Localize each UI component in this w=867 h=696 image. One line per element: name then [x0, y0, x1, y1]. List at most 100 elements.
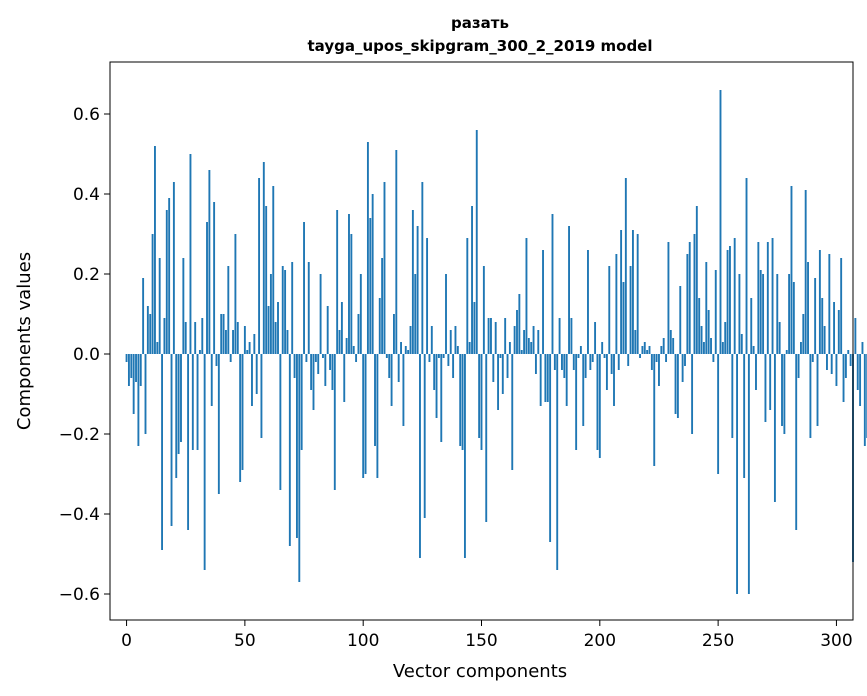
bar — [220, 314, 223, 354]
bar — [407, 350, 410, 354]
bar — [653, 354, 656, 466]
bar — [863, 354, 866, 446]
bar — [194, 322, 197, 354]
bar — [485, 354, 488, 522]
bar — [156, 342, 159, 354]
bar — [511, 354, 514, 470]
bar — [369, 218, 372, 354]
bar — [139, 354, 142, 386]
bar — [433, 354, 436, 390]
bar — [520, 350, 523, 354]
bar — [281, 266, 284, 354]
bar — [795, 354, 798, 530]
bar — [236, 322, 239, 354]
bar — [814, 278, 817, 354]
bar — [312, 354, 315, 410]
bar — [828, 254, 831, 354]
bar — [411, 210, 414, 354]
bar — [206, 222, 208, 354]
bar — [163, 318, 166, 354]
bar — [755, 354, 757, 390]
bar — [184, 322, 187, 354]
bar — [672, 338, 675, 354]
bar — [797, 354, 800, 378]
bar — [648, 346, 651, 354]
bar — [726, 250, 729, 354]
bar — [712, 354, 715, 362]
bar — [482, 266, 485, 354]
bar — [378, 298, 381, 354]
bar — [265, 206, 268, 354]
bar — [426, 238, 429, 354]
bar — [629, 266, 632, 354]
bar — [582, 354, 585, 426]
bar — [362, 354, 365, 478]
bar — [854, 318, 857, 354]
x-tick-label: 50 — [234, 631, 256, 651]
x-tick-label: 300 — [820, 631, 852, 651]
bar — [684, 354, 686, 366]
bar — [161, 354, 163, 550]
bar — [842, 354, 845, 402]
bar — [132, 354, 135, 414]
bar — [217, 354, 220, 494]
bar — [579, 346, 582, 354]
bar — [262, 162, 265, 354]
bar — [454, 326, 457, 354]
bar — [650, 354, 653, 370]
bar — [736, 354, 738, 594]
bar — [371, 194, 374, 354]
y-tick-label: 0.4 — [73, 185, 100, 205]
bar — [634, 330, 637, 354]
bar — [232, 330, 234, 354]
bar — [158, 258, 161, 354]
bar — [165, 210, 168, 354]
x-tick-label: 150 — [465, 631, 497, 651]
bar — [603, 354, 606, 358]
bar — [778, 322, 781, 354]
bar — [357, 314, 360, 354]
bar — [168, 198, 171, 354]
bar — [556, 354, 559, 570]
bar — [620, 230, 623, 354]
y-axis-label: Components values — [14, 252, 35, 430]
bar — [393, 314, 395, 354]
bar — [395, 150, 398, 354]
bar — [631, 230, 634, 354]
bar — [307, 262, 310, 354]
bar — [154, 146, 156, 354]
bar — [494, 322, 497, 354]
bar — [575, 354, 578, 450]
bar — [196, 354, 199, 450]
bar — [298, 354, 301, 582]
bar — [359, 274, 362, 354]
bar — [419, 354, 421, 558]
bar — [698, 298, 701, 354]
bar — [544, 354, 547, 402]
bar — [478, 354, 481, 438]
bar — [314, 354, 317, 362]
bar — [274, 322, 277, 354]
bar — [788, 274, 791, 354]
bar — [277, 302, 279, 354]
bar — [227, 266, 230, 354]
y-tick-label: 0.2 — [73, 265, 100, 285]
bar — [781, 354, 783, 426]
bar — [617, 354, 620, 370]
bar — [773, 354, 776, 502]
bar — [591, 354, 594, 362]
y-tick-label: 0.6 — [73, 105, 100, 125]
x-axis-ticks: 0 50 100 150 200 250 300 — [121, 620, 853, 651]
bar — [532, 326, 535, 354]
bar — [279, 354, 282, 490]
bar — [447, 354, 450, 366]
bar — [826, 354, 828, 370]
bar — [790, 186, 793, 354]
bar — [269, 274, 272, 354]
bar — [693, 234, 696, 354]
bar — [400, 342, 402, 354]
bar — [823, 326, 826, 354]
bar — [258, 178, 261, 354]
bar — [802, 314, 805, 354]
bar — [707, 310, 710, 354]
